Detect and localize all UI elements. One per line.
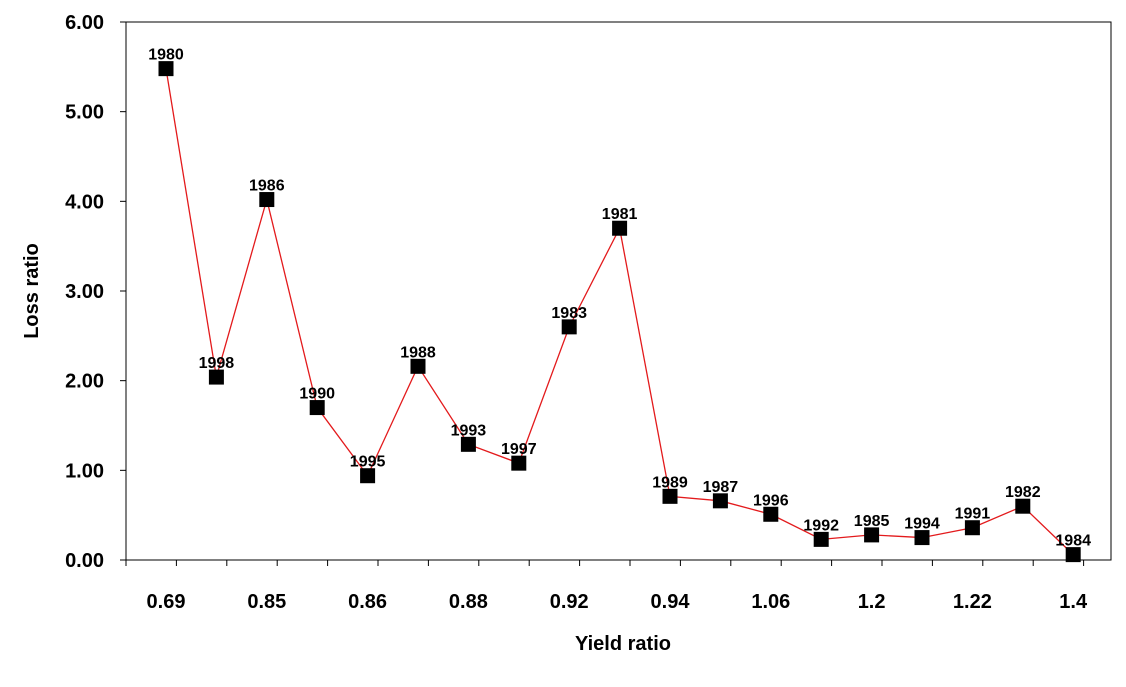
data-point-marker	[914, 530, 930, 546]
data-point-marker	[813, 531, 829, 547]
plot-area-frame	[125, 21, 1112, 561]
x-tick-label: 1.2	[858, 591, 886, 613]
data-point-marker	[158, 61, 174, 77]
x-tick-label: 0.92	[550, 591, 589, 613]
data-point-marker	[410, 358, 426, 374]
x-axis-ticks: 0.69 0.85 0.86 0.88 0.92 0.94 1.06 1.2 1.22 1.4	[125, 560, 1088, 613]
data-point-label: 1981	[602, 206, 638, 223]
y-tick-label: 6.00	[65, 12, 104, 34]
y-tick-label: 0.00	[65, 550, 104, 572]
data-point-label: 1996	[753, 492, 789, 509]
y-tick-label: 4.00	[65, 191, 104, 213]
data-point-marker	[208, 369, 224, 385]
y-tick-label: 2.00	[65, 371, 104, 393]
data-point-label: 1987	[703, 479, 739, 496]
x-tick-label: 0.85	[247, 591, 286, 613]
y-axis-ticks: 0.00 1.00 2.00 3.00 4.00 5.00 6.00	[65, 12, 126, 572]
y-axis-title: Loss ratio	[21, 243, 43, 339]
x-tick-label: 0.69	[147, 591, 186, 613]
x-tick-label: 0.86	[348, 591, 387, 613]
data-point-label: 1980	[148, 47, 184, 64]
data-point-marker	[259, 192, 275, 208]
data-point-labels: 1980 1998 1986 1990 1995 1988 1993 1997 1983 1981…	[148, 47, 1091, 550]
y-tick-label: 1.00	[65, 460, 104, 482]
y-tick-label: 5.00	[65, 102, 104, 124]
data-markers	[158, 61, 1081, 563]
data-point-marker	[561, 319, 577, 335]
data-point-marker	[309, 400, 325, 416]
x-tick-label: 1.4	[1059, 591, 1088, 613]
data-point-marker	[662, 488, 678, 504]
data-point-label: 1993	[451, 422, 487, 439]
data-point-label: 1997	[501, 441, 537, 458]
data-point-label: 1986	[249, 178, 285, 195]
data-point-marker	[864, 527, 880, 543]
data-point-marker	[360, 468, 376, 484]
data-point-marker	[1015, 498, 1031, 514]
x-tick-label: 0.88	[449, 591, 488, 613]
y-tick-label: 3.00	[65, 281, 104, 303]
data-point-label: 1990	[299, 386, 335, 403]
x-tick-label: 1.06	[751, 591, 790, 613]
data-point-marker	[511, 455, 527, 471]
data-point-label: 1995	[350, 454, 386, 471]
data-point-label: 1984	[1055, 533, 1091, 550]
data-point-marker	[964, 520, 980, 536]
data-point-label: 1992	[803, 517, 839, 534]
data-point-label: 1988	[400, 344, 436, 361]
x-axis-title: Yield ratio	[575, 633, 671, 655]
data-point-label: 1991	[955, 506, 991, 523]
data-point-marker	[460, 436, 476, 452]
data-point-marker	[712, 493, 728, 509]
data-point-label: 1982	[1005, 484, 1041, 501]
data-point-label: 1985	[854, 513, 890, 530]
data-point-label: 1983	[551, 305, 587, 322]
data-point-label: 1989	[652, 474, 688, 491]
x-tick-label: 0.94	[651, 591, 691, 613]
data-point-label: 1998	[199, 355, 235, 372]
data-point-marker	[1065, 547, 1081, 563]
data-point-marker	[763, 506, 779, 522]
data-point-marker	[612, 220, 628, 236]
data-point-label: 1994	[904, 516, 940, 533]
x-tick-label: 1.22	[953, 591, 992, 613]
